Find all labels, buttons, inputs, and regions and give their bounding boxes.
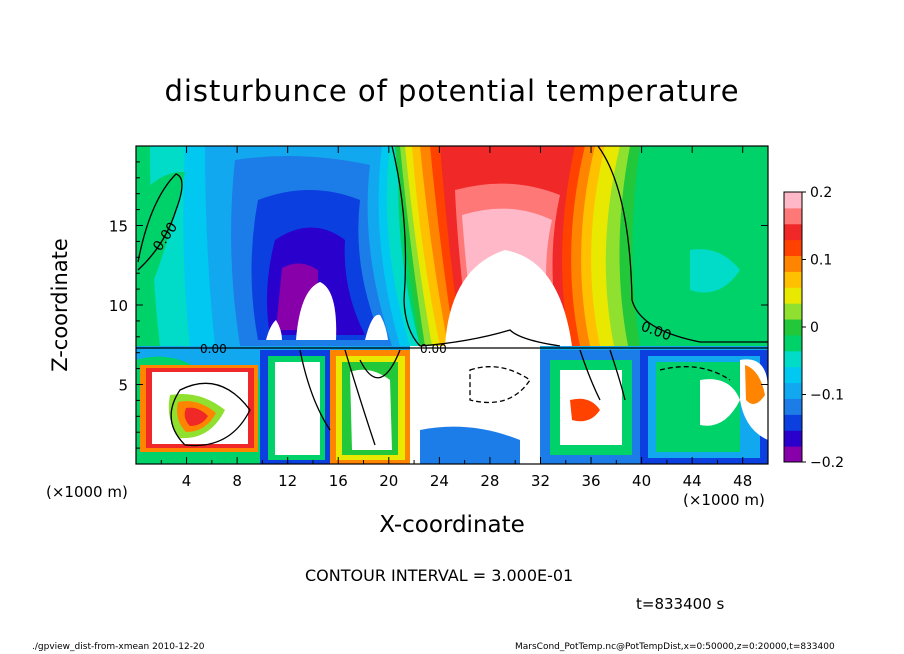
colorbar-swatch (784, 255, 802, 272)
colorbar-swatch (784, 446, 802, 463)
x-tick-label: 28 (480, 472, 499, 490)
colorbar-swatch (784, 398, 802, 415)
colorbar (783, 191, 803, 463)
colorbar-tick-label: 0.2 (810, 185, 832, 201)
colorbar-swatch (784, 303, 802, 320)
x-tick-label: 12 (278, 472, 297, 490)
colorbar-tick-label: 0 (810, 320, 819, 336)
time-label: t=833400 s (636, 595, 725, 613)
colorbar-tick-label: −0.1 (810, 388, 844, 404)
x-axis-label: X-coordinate (379, 512, 525, 538)
y-tick-label: 10 (109, 297, 128, 315)
x-tick-label: 16 (329, 472, 348, 490)
colorbar-swatch (784, 334, 802, 352)
colorbar-swatch (784, 430, 802, 447)
colorbar-swatch (784, 350, 802, 368)
y-tick-label: 5 (118, 377, 128, 395)
colorbar-swatch (784, 382, 802, 399)
contour-lines (137, 146, 768, 447)
x-tick-label: 24 (430, 472, 449, 490)
x-tick-label: 4 (182, 472, 192, 490)
x-tick-label: 20 (379, 472, 398, 490)
colorbar-swatch (784, 239, 802, 257)
colorbar-swatch (784, 287, 802, 304)
contour-label: 0.00 (200, 342, 227, 356)
colorbar-swatch (784, 192, 802, 209)
y-tick-label: 15 (109, 218, 128, 236)
x-axis: 4 8 12 16 20 24 28 32 36 40 44 48 (160, 146, 752, 490)
contour-interval-label: CONTOUR INTERVAL = 3.000E-01 (305, 566, 574, 585)
heatmap-field (136, 146, 768, 464)
colorbar-swatch (784, 207, 802, 225)
footer-command: ./gpview_dist-from-xmean 2010-12-20 (32, 642, 205, 652)
colorbar-swatch (784, 223, 802, 241)
footer-source: MarsCond_PotTemp.nc@PotTempDist,x=0:5000… (515, 642, 835, 652)
y-axis-label: Z-coordinate (48, 238, 72, 372)
x-tick-label: 8 (232, 472, 242, 490)
x-tick-label: 36 (581, 472, 600, 490)
x-tick-label: 48 (733, 472, 752, 490)
colorbar-swatch (784, 319, 802, 336)
x-tick-label: 40 (632, 472, 651, 490)
contour-label: 0.00 (420, 342, 447, 356)
x-tick-label: 32 (531, 472, 550, 490)
colorbar-tick-label: −0.2 (810, 455, 844, 471)
y-axis: 5 10 15 (109, 161, 768, 449)
chart-title: disturbunce of potential temperature (164, 74, 740, 108)
colorbar-swatch (784, 271, 802, 288)
colorbar-swatch (784, 414, 802, 431)
x-unit-label-left: (×1000 m) (46, 483, 128, 501)
x-tick-label: 44 (683, 472, 702, 490)
x-unit-label-right: (×1000 m) (683, 491, 765, 509)
colorbar-swatch (784, 366, 802, 384)
colorbar-axis: 0.2 0.1 0 −0.1 −0.2 (802, 185, 844, 471)
colorbar-tick-label: 0.1 (810, 253, 832, 269)
